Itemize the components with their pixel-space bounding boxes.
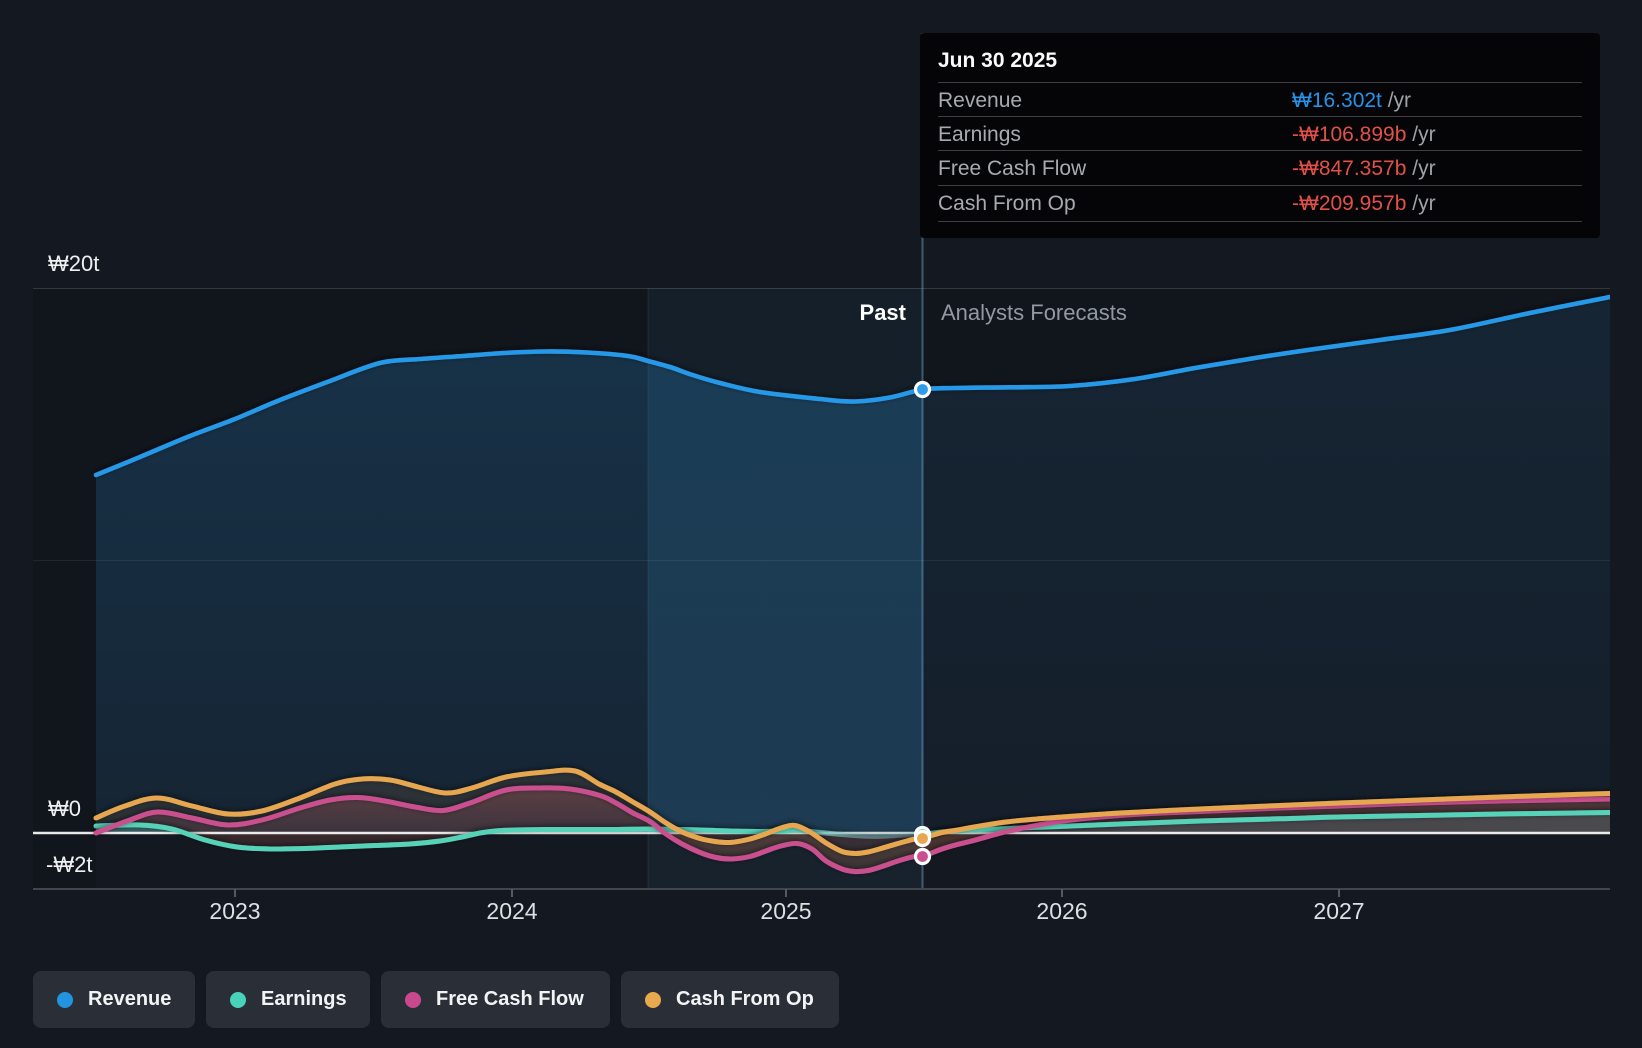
svg-text:₩0: ₩0	[48, 796, 81, 821]
svg-text:-₩2t: -₩2t	[46, 852, 92, 877]
svg-text:₩20t: ₩20t	[48, 251, 99, 276]
svg-text:2024: 2024	[486, 898, 537, 924]
svg-text:Analysts Forecasts: Analysts Forecasts	[941, 300, 1127, 325]
svg-text:2025: 2025	[760, 898, 811, 924]
svg-text:2027: 2027	[1313, 898, 1364, 924]
svg-text:2026: 2026	[1036, 898, 1087, 924]
svg-text:Past: Past	[860, 300, 907, 325]
svg-text:2023: 2023	[209, 898, 260, 924]
